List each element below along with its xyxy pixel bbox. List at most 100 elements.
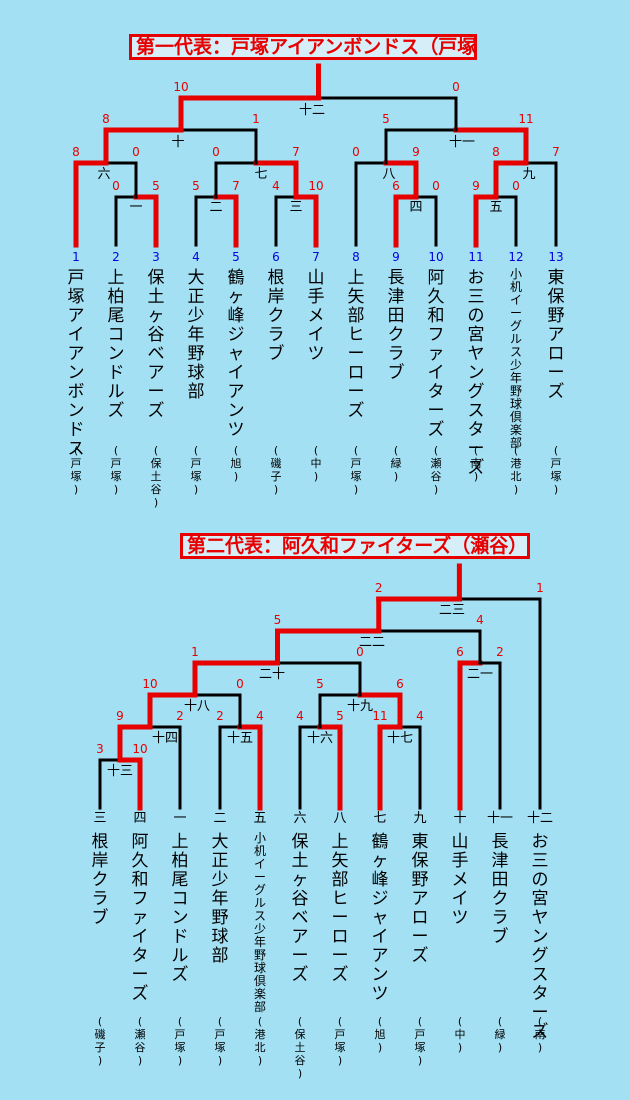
- team-region: (戸塚): [175, 1015, 186, 1067]
- score-right: 0: [132, 145, 140, 159]
- team-region: (戸塚): [415, 1015, 426, 1067]
- team-region: (戸塚): [191, 444, 202, 496]
- score-right: 10: [308, 179, 323, 193]
- team-region: (磯子): [271, 444, 282, 496]
- game-number: 二二: [359, 635, 385, 650]
- team-name: 山手メイツ: [452, 832, 469, 928]
- team-name: 鶴ヶ峰ジャイアンツ: [372, 832, 389, 1004]
- score-left: 10: [142, 677, 157, 691]
- score-right: 10: [132, 742, 147, 756]
- game-number: 十九: [347, 699, 373, 714]
- score-left: 0: [112, 179, 120, 193]
- team-name: 長津田クラブ: [388, 268, 405, 383]
- score-left: 2: [375, 581, 383, 595]
- score-right: 1: [252, 112, 260, 126]
- game-number: 十一: [449, 135, 475, 150]
- team-region: (戸塚): [215, 1015, 226, 1067]
- entry-number: 1: [72, 250, 80, 264]
- score-left: 5: [382, 112, 390, 126]
- entry-number: 12: [508, 250, 523, 264]
- entry-number: 2: [112, 250, 120, 264]
- score-left: 10: [173, 80, 188, 94]
- entry-number: 8: [352, 250, 360, 264]
- score-right: 0: [432, 179, 440, 193]
- score-right: 4: [256, 709, 264, 723]
- team-region: (戸塚): [71, 444, 82, 496]
- team-name: 大正少年野球部: [212, 832, 229, 966]
- game-number: 十五: [227, 731, 253, 746]
- seed-mark: 四: [133, 811, 146, 826]
- seed-mark: 六: [293, 811, 306, 826]
- score-right: 0: [236, 677, 244, 691]
- score-left: 5: [316, 677, 324, 691]
- team-name: 小机イーグルス少年野球倶楽部: [510, 267, 522, 450]
- game-number: 十七: [387, 731, 413, 746]
- game-number: 二三: [439, 603, 465, 618]
- score-left: 4: [272, 179, 280, 193]
- team-name: 戸塚アイアンボンドス: [68, 268, 85, 459]
- team-name: 上矢部ヒーローズ: [348, 268, 365, 421]
- score-right: 7: [292, 145, 300, 159]
- game-number: 八: [382, 167, 395, 182]
- score-left: 8: [102, 112, 110, 126]
- team-name: 小机イーグルス少年野球倶楽部: [254, 831, 266, 1014]
- score-right: 5: [336, 709, 344, 723]
- score-left: 0: [352, 145, 360, 159]
- entry-number: 3: [152, 250, 160, 264]
- score-left: 5: [192, 179, 200, 193]
- entry-number: 5: [232, 250, 240, 264]
- score-right: 1: [536, 581, 544, 595]
- team-name: 上柏尾コンドルズ: [108, 268, 125, 421]
- team-region: (中): [455, 1015, 466, 1054]
- team-name: 根岸クラブ: [92, 832, 109, 928]
- seed-mark: 七: [373, 811, 386, 826]
- team-region: (中): [311, 444, 322, 483]
- team-name: 東保野アローズ: [412, 832, 429, 966]
- game-number: 三: [289, 200, 302, 215]
- seed-mark: 十一: [487, 811, 513, 826]
- team-region: (戸塚): [335, 1015, 346, 1067]
- team-region: (港北): [511, 444, 522, 496]
- score-left: 5: [274, 613, 282, 627]
- score-right: 0: [512, 179, 520, 193]
- game-number: 十四: [152, 731, 178, 746]
- game-number: 五: [489, 200, 502, 215]
- score-right: 7: [232, 179, 240, 193]
- entry-number: 6: [272, 250, 280, 264]
- team-name: お三の宮ヤングスターズ: [468, 268, 485, 478]
- game-number: 九: [522, 167, 535, 182]
- game-number: 十三: [107, 764, 133, 779]
- team-region: (南): [535, 1015, 546, 1054]
- team-name: 長津田クラブ: [492, 832, 509, 947]
- team-region: (瀬谷): [135, 1015, 146, 1067]
- second-representative-title: 第二代表：阿久和ファイターズ（瀬谷）: [180, 533, 530, 559]
- game-number: 十六: [307, 731, 333, 746]
- entry-number: 9: [392, 250, 400, 264]
- team-name: 阿久和ファイターズ: [132, 832, 149, 1004]
- game-number: 七: [254, 167, 267, 182]
- team-name: 保土ヶ谷ベアーズ: [148, 268, 165, 421]
- team-name: 上柏尾コンドルズ: [172, 832, 189, 985]
- score-left: 2: [216, 709, 224, 723]
- team-region: (緑): [495, 1015, 506, 1054]
- score-left: 11: [372, 709, 387, 723]
- team-name: お三の宮ヤングスターズ: [532, 832, 549, 1042]
- team-region: (旭): [375, 1015, 386, 1054]
- team-name: 山手メイツ: [308, 268, 325, 364]
- team-region: (旭): [231, 444, 242, 483]
- first-representative-title: 第一代表：戸塚アイアンボンドス（戸塚）: [129, 34, 477, 60]
- team-region: (港北): [255, 1015, 266, 1067]
- team-name: 保土ヶ谷ベアーズ: [292, 832, 309, 985]
- score-left: 6: [392, 179, 400, 193]
- score-left: 1: [191, 645, 199, 659]
- entry-number: 4: [192, 250, 200, 264]
- game-number: 六: [97, 167, 110, 182]
- score-left: 4: [296, 709, 304, 723]
- score-left: 0: [212, 145, 220, 159]
- score-right: 6: [396, 677, 404, 691]
- score-right: 0: [452, 80, 460, 94]
- score-right: 2: [176, 709, 184, 723]
- game-number: 一: [129, 200, 142, 215]
- entry-number: 13: [548, 250, 563, 264]
- seed-mark: 三: [93, 811, 106, 826]
